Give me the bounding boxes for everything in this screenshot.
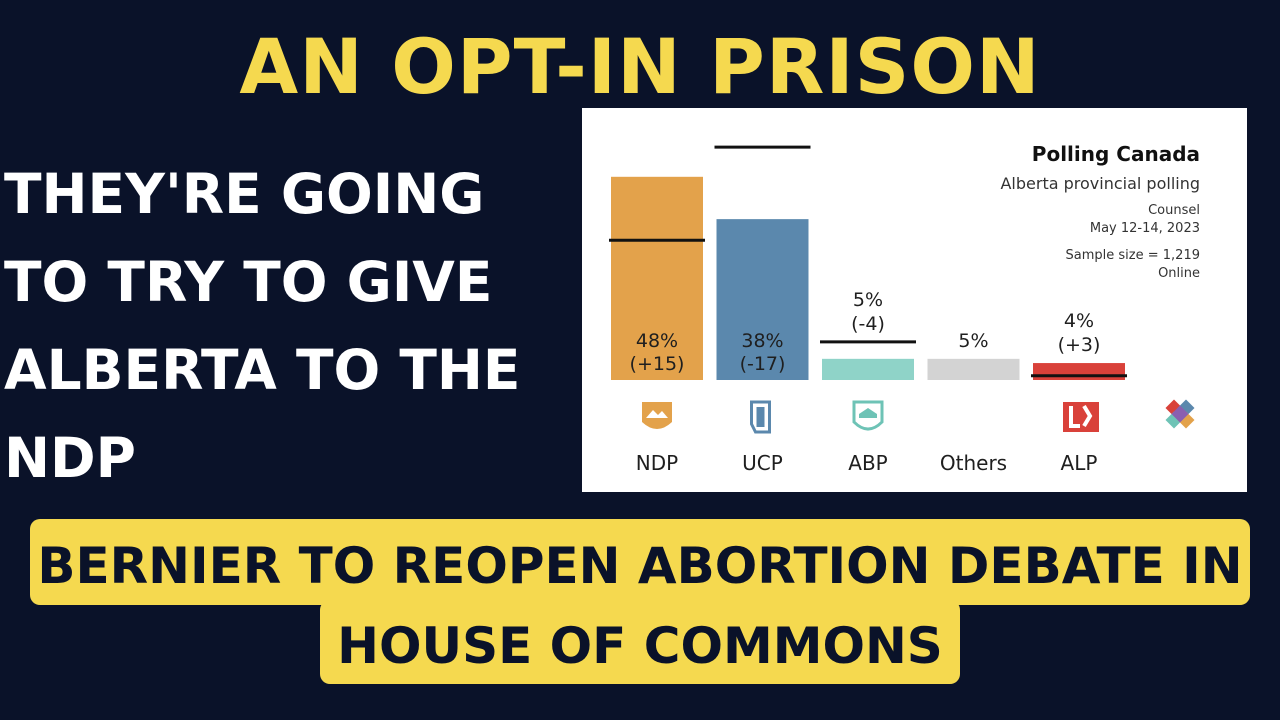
polling-canada-logo-icon [1165, 399, 1195, 429]
poll-chart: 48%(+15)NDP38%(-17)UCP5%(-4)ABP5%Others4… [609, 142, 1200, 475]
bar-ndp [611, 176, 703, 380]
bar-ucp [716, 219, 809, 380]
change-label-ndp: (+15) [630, 353, 685, 375]
category-label-ndp: NDP [636, 451, 678, 475]
category-label-alp: ALP [1061, 451, 1098, 475]
chart-title: Polling Canada [1032, 142, 1200, 166]
change-label-alp: (+3) [1058, 334, 1101, 356]
chart-subtitle: Alberta provincial polling [1000, 174, 1200, 193]
headline: AN OPT-IN PRISON [239, 22, 1041, 111]
value-label-others: 5% [958, 330, 988, 352]
ndp-logo-icon [642, 402, 672, 429]
bar-others [927, 358, 1020, 380]
bar-alp [1033, 363, 1125, 380]
value-label-alp: 4% [1064, 310, 1094, 332]
chart-pollster: Counsel [1148, 203, 1200, 218]
chart-sample-size: Sample size = 1,219 [1066, 248, 1200, 263]
news-banner: BERNIER TO REOPEN ABORTION DEBATE IN HOU… [37, 537, 1243, 675]
category-label-others: Others [940, 451, 1007, 475]
subhead: THEY'RE GOING TO TRY TO GIVE ALBERTA TO … [4, 162, 521, 490]
category-label-abp: ABP [848, 451, 887, 475]
value-label-abp: 5% [853, 289, 883, 311]
chart-dates: May 12-14, 2023 [1090, 221, 1200, 236]
alp-logo-icon [1063, 402, 1099, 432]
ucp-logo-icon [750, 400, 771, 434]
change-label-abp: (-4) [851, 313, 885, 335]
value-label-ndp: 48% [636, 330, 678, 352]
abp-logo-icon [852, 400, 884, 431]
poll-chart-card: 48% (+15) NDP 38% (-17) UCP 5% (-4) ABP 5% Others 4… [582, 108, 1247, 492]
banner-background-bottom [320, 600, 960, 684]
value-label-ucp: 38% [741, 330, 783, 352]
banner-background-top [30, 519, 1250, 605]
category-label-ucp: UCP [742, 451, 783, 475]
change-label-ucp: (-17) [740, 353, 786, 375]
bar-abp [822, 358, 914, 380]
chart-method: Online [1158, 266, 1200, 281]
